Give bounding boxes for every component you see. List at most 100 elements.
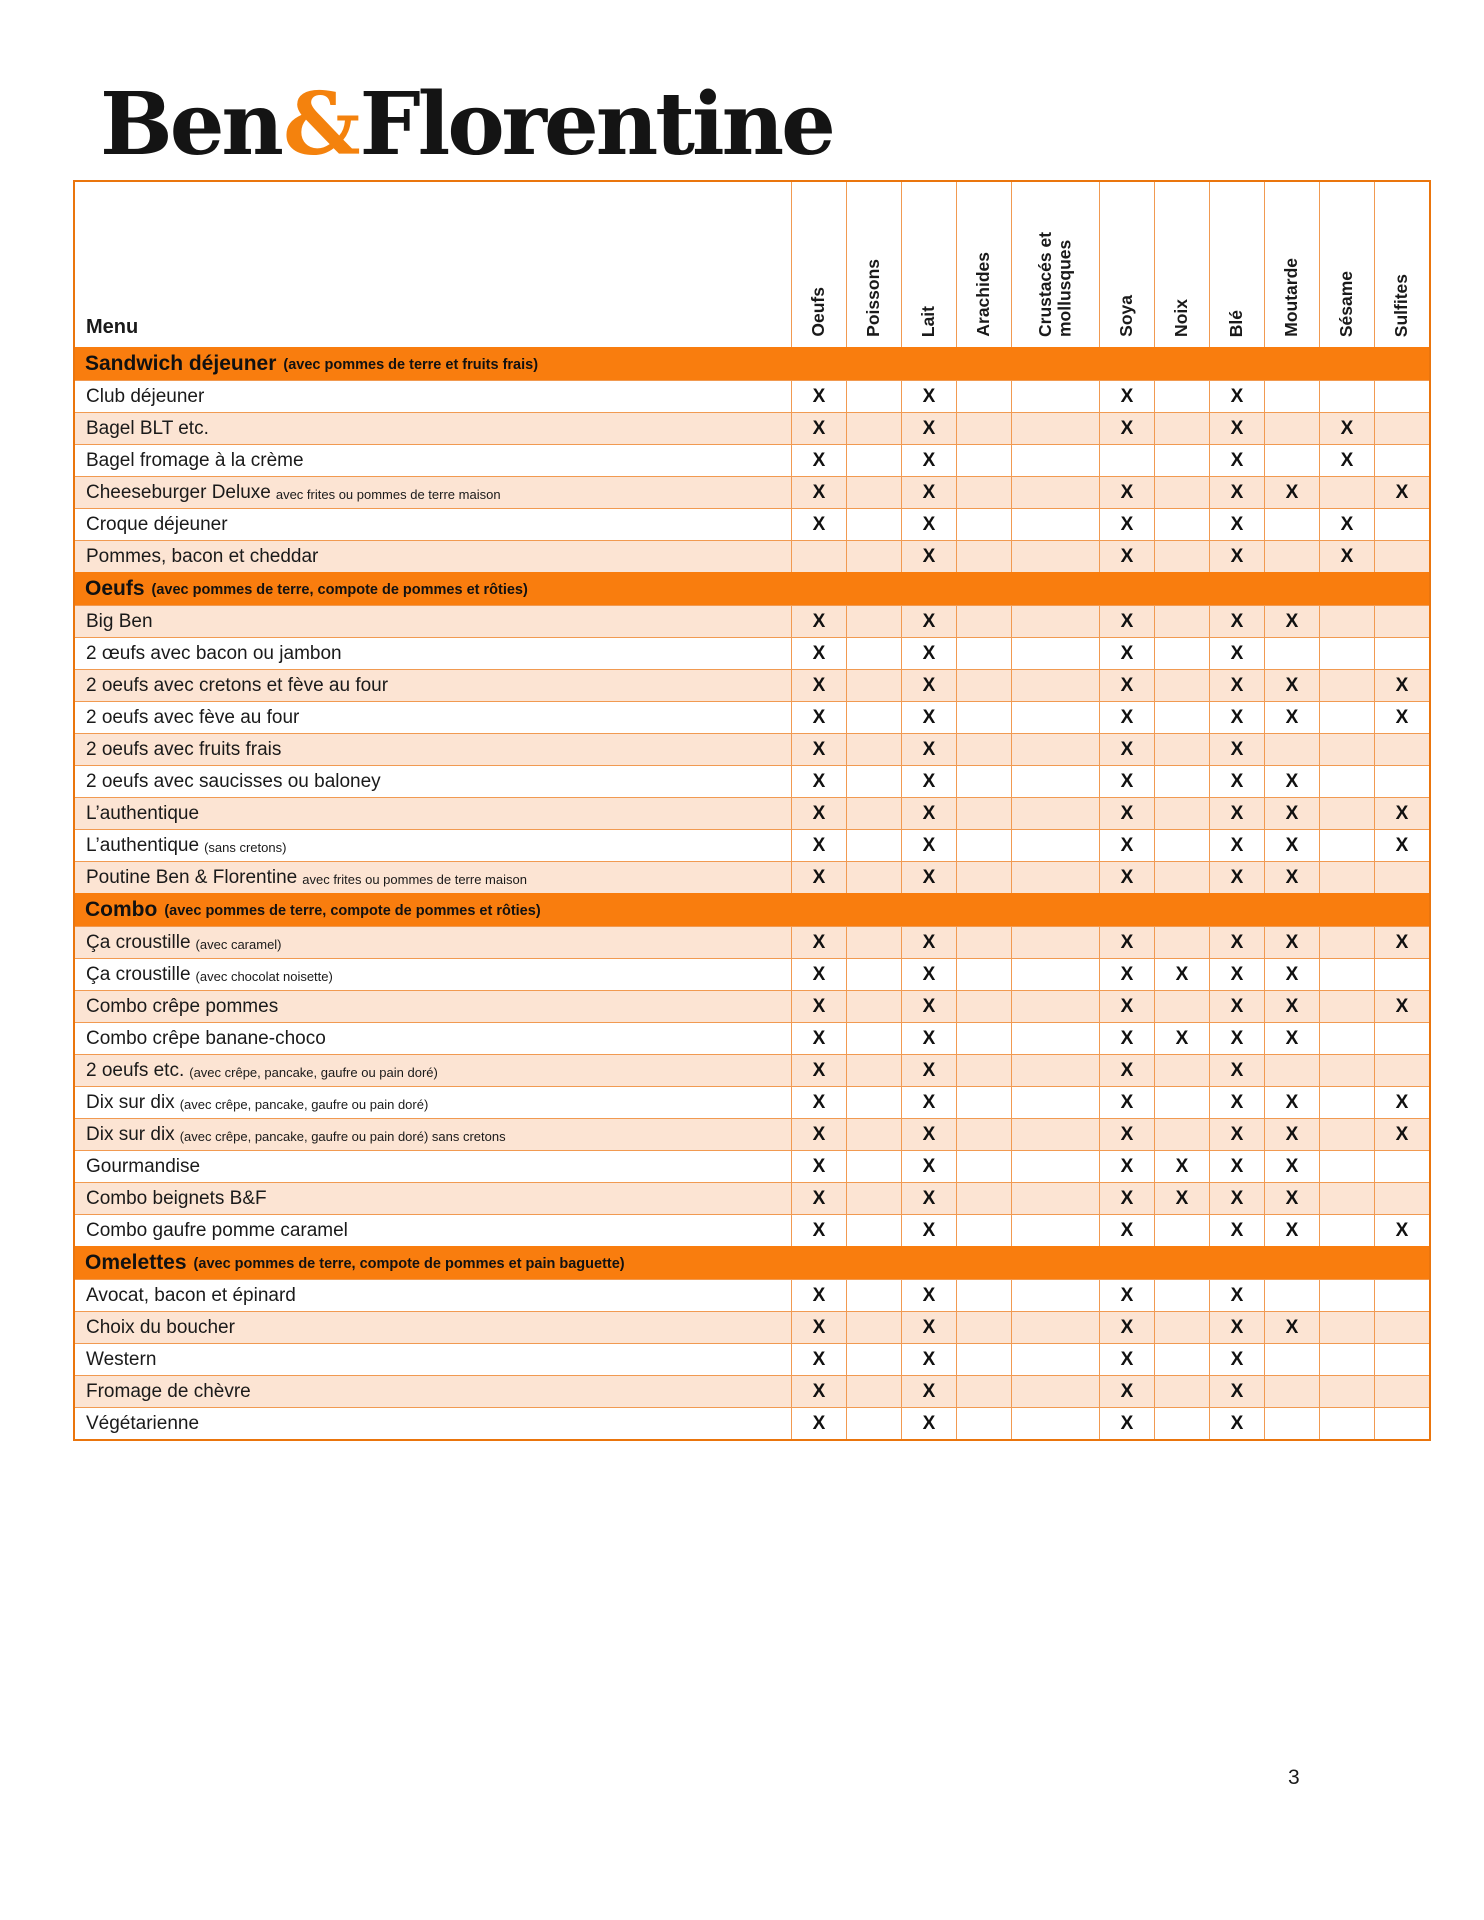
allergen-mark-cell — [1319, 927, 1374, 958]
menu-item-cell: Combo crêpe pommes — [75, 991, 791, 1022]
allergen-mark: X — [1374, 830, 1429, 861]
allergen-mark: X — [1209, 1023, 1264, 1054]
allergen-mark: X — [791, 991, 846, 1022]
allergen-mark-cell — [1154, 477, 1209, 508]
allergen-mark-cell — [1374, 959, 1429, 990]
allergen-column-header: Sésame — [1319, 182, 1374, 347]
allergen-mark: X — [791, 1376, 846, 1407]
allergen-mark-cell — [1011, 1344, 1099, 1375]
allergen-mark-cell — [1011, 1023, 1099, 1054]
menu-item-label: Végétarienne — [86, 1412, 200, 1434]
menu-item-cell: Choix du boucher — [75, 1312, 791, 1343]
table-row: Combo gaufre pomme caramel X X X X X X — [75, 1214, 1429, 1246]
allergen-column-header: Moutarde — [1264, 182, 1319, 347]
allergen-mark-cell — [1374, 1312, 1429, 1343]
allergen-mark-cell — [956, 1215, 1011, 1246]
allergen-mark-cell — [1011, 1055, 1099, 1086]
menu-item-cell: Ça croustille (avec caramel) — [75, 927, 791, 958]
allergen-mark-cell — [1319, 1183, 1374, 1214]
menu-item-cell: Western — [75, 1344, 791, 1375]
allergen-mark: X — [1099, 1280, 1154, 1311]
allergen-column-label: Lait — [918, 305, 939, 337]
table-row: Ça croustille (avec chocolat noisette) X X X… — [75, 958, 1429, 990]
allergen-mark-cell — [1011, 541, 1099, 572]
allergen-mark-cell — [956, 734, 1011, 765]
allergen-mark-cell — [956, 766, 1011, 797]
allergen-mark-cell — [1011, 1151, 1099, 1182]
allergen-mark: X — [791, 830, 846, 861]
allergen-mark-cell — [1264, 1408, 1319, 1439]
table-row: 2 oeufs avec saucisses ou baloney X X X X X — [75, 765, 1429, 797]
allergen-mark: X — [1209, 830, 1264, 861]
menu-item-cell: Big Ben — [75, 606, 791, 637]
table-row: Pommes, bacon et cheddar X X X X — [75, 540, 1429, 572]
allergen-mark: X — [901, 638, 956, 669]
allergen-mark-cell — [1011, 1376, 1099, 1407]
allergen-mark: X — [1209, 766, 1264, 797]
menu-item-cell: 2 oeufs avec fève au four — [75, 702, 791, 733]
allergen-mark: X — [1099, 1023, 1154, 1054]
allergen-mark-cell — [1319, 702, 1374, 733]
allergen-mark-cell — [1264, 1344, 1319, 1375]
allergen-mark: X — [1264, 927, 1319, 958]
section-title: Combo — [85, 897, 158, 921]
allergen-mark-cell — [1374, 445, 1429, 476]
allergen-mark-cell — [1011, 1119, 1099, 1150]
section-title: Omelettes — [85, 1250, 187, 1274]
allergen-mark-cell — [956, 1151, 1011, 1182]
allergen-mark-cell — [1154, 927, 1209, 958]
section-note: (avec pommes de terre, compote de pommes… — [164, 903, 541, 919]
allergen-mark: X — [1374, 1215, 1429, 1246]
allergen-mark: X — [791, 1215, 846, 1246]
allergen-mark: X — [1209, 477, 1264, 508]
table-row: Choix du boucher X X X X X — [75, 1311, 1429, 1343]
allergen-mark: X — [1099, 670, 1154, 701]
allergen-mark-cell — [1319, 1280, 1374, 1311]
allergen-mark-cell — [1319, 1344, 1374, 1375]
allergen-mark: X — [901, 1344, 956, 1375]
allergen-mark: X — [791, 1023, 846, 1054]
allergen-mark: X — [1209, 670, 1264, 701]
allergen-mark-cell — [1011, 1408, 1099, 1439]
menu-item-cell: Gourmandise — [75, 1151, 791, 1182]
allergen-column-header: Noix — [1154, 182, 1209, 347]
menu-item-label: Club déjeuner — [86, 385, 205, 407]
allergen-mark: X — [1209, 1087, 1264, 1118]
allergen-mark-cell — [1374, 862, 1429, 893]
table-row: Végétarienne X X X X — [75, 1407, 1429, 1439]
allergen-mark: X — [901, 959, 956, 990]
allergen-mark-cell — [1374, 1055, 1429, 1086]
allergen-mark: X — [901, 798, 956, 829]
allergen-mark: X — [901, 1376, 956, 1407]
allergen-mark-cell — [956, 1023, 1011, 1054]
section-note: (avec pommes de terre, compote de pommes… — [193, 1256, 625, 1272]
allergen-mark-cell — [1011, 1215, 1099, 1246]
allergen-mark: X — [1374, 1087, 1429, 1118]
allergen-mark: X — [791, 1312, 846, 1343]
allergen-mark: X — [1374, 927, 1429, 958]
allergen-mark-cell — [1011, 1280, 1099, 1311]
table-row: L’authentique (sans cretons) X X X X X X — [75, 829, 1429, 861]
allergen-mark-cell — [1319, 1151, 1374, 1182]
allergen-mark-cell — [1154, 1376, 1209, 1407]
allergen-column-header: Lait — [901, 182, 956, 347]
menu-item-cell: Poutine Ben & Florentine avec frites ou p… — [75, 862, 791, 893]
allergen-mark: X — [791, 638, 846, 669]
allergen-mark-cell — [1011, 413, 1099, 444]
allergen-mark-cell — [846, 1280, 901, 1311]
allergen-mark-cell — [1264, 413, 1319, 444]
allergen-mark: X — [901, 381, 956, 412]
allergen-mark-cell — [956, 1312, 1011, 1343]
table-row: Bagel fromage à la crème X X X X — [75, 444, 1429, 476]
table-row: Ça croustille (avec caramel) X X X X X X — [75, 926, 1429, 958]
allergen-mark: X — [1209, 1312, 1264, 1343]
allergen-mark: X — [1264, 798, 1319, 829]
allergen-mark: X — [901, 477, 956, 508]
menu-item-cell: Cheeseburger Deluxe avec frites ou pommes… — [75, 477, 791, 508]
allergen-mark-cell — [1319, 1055, 1374, 1086]
menu-item-cell: Fromage de chèvre — [75, 1376, 791, 1407]
allergen-mark: X — [1209, 509, 1264, 540]
menu-item-label: L’authentique — [86, 802, 200, 824]
menu-item-label: Combo beignets B&F — [86, 1187, 267, 1209]
allergen-mark: X — [1209, 1408, 1264, 1439]
